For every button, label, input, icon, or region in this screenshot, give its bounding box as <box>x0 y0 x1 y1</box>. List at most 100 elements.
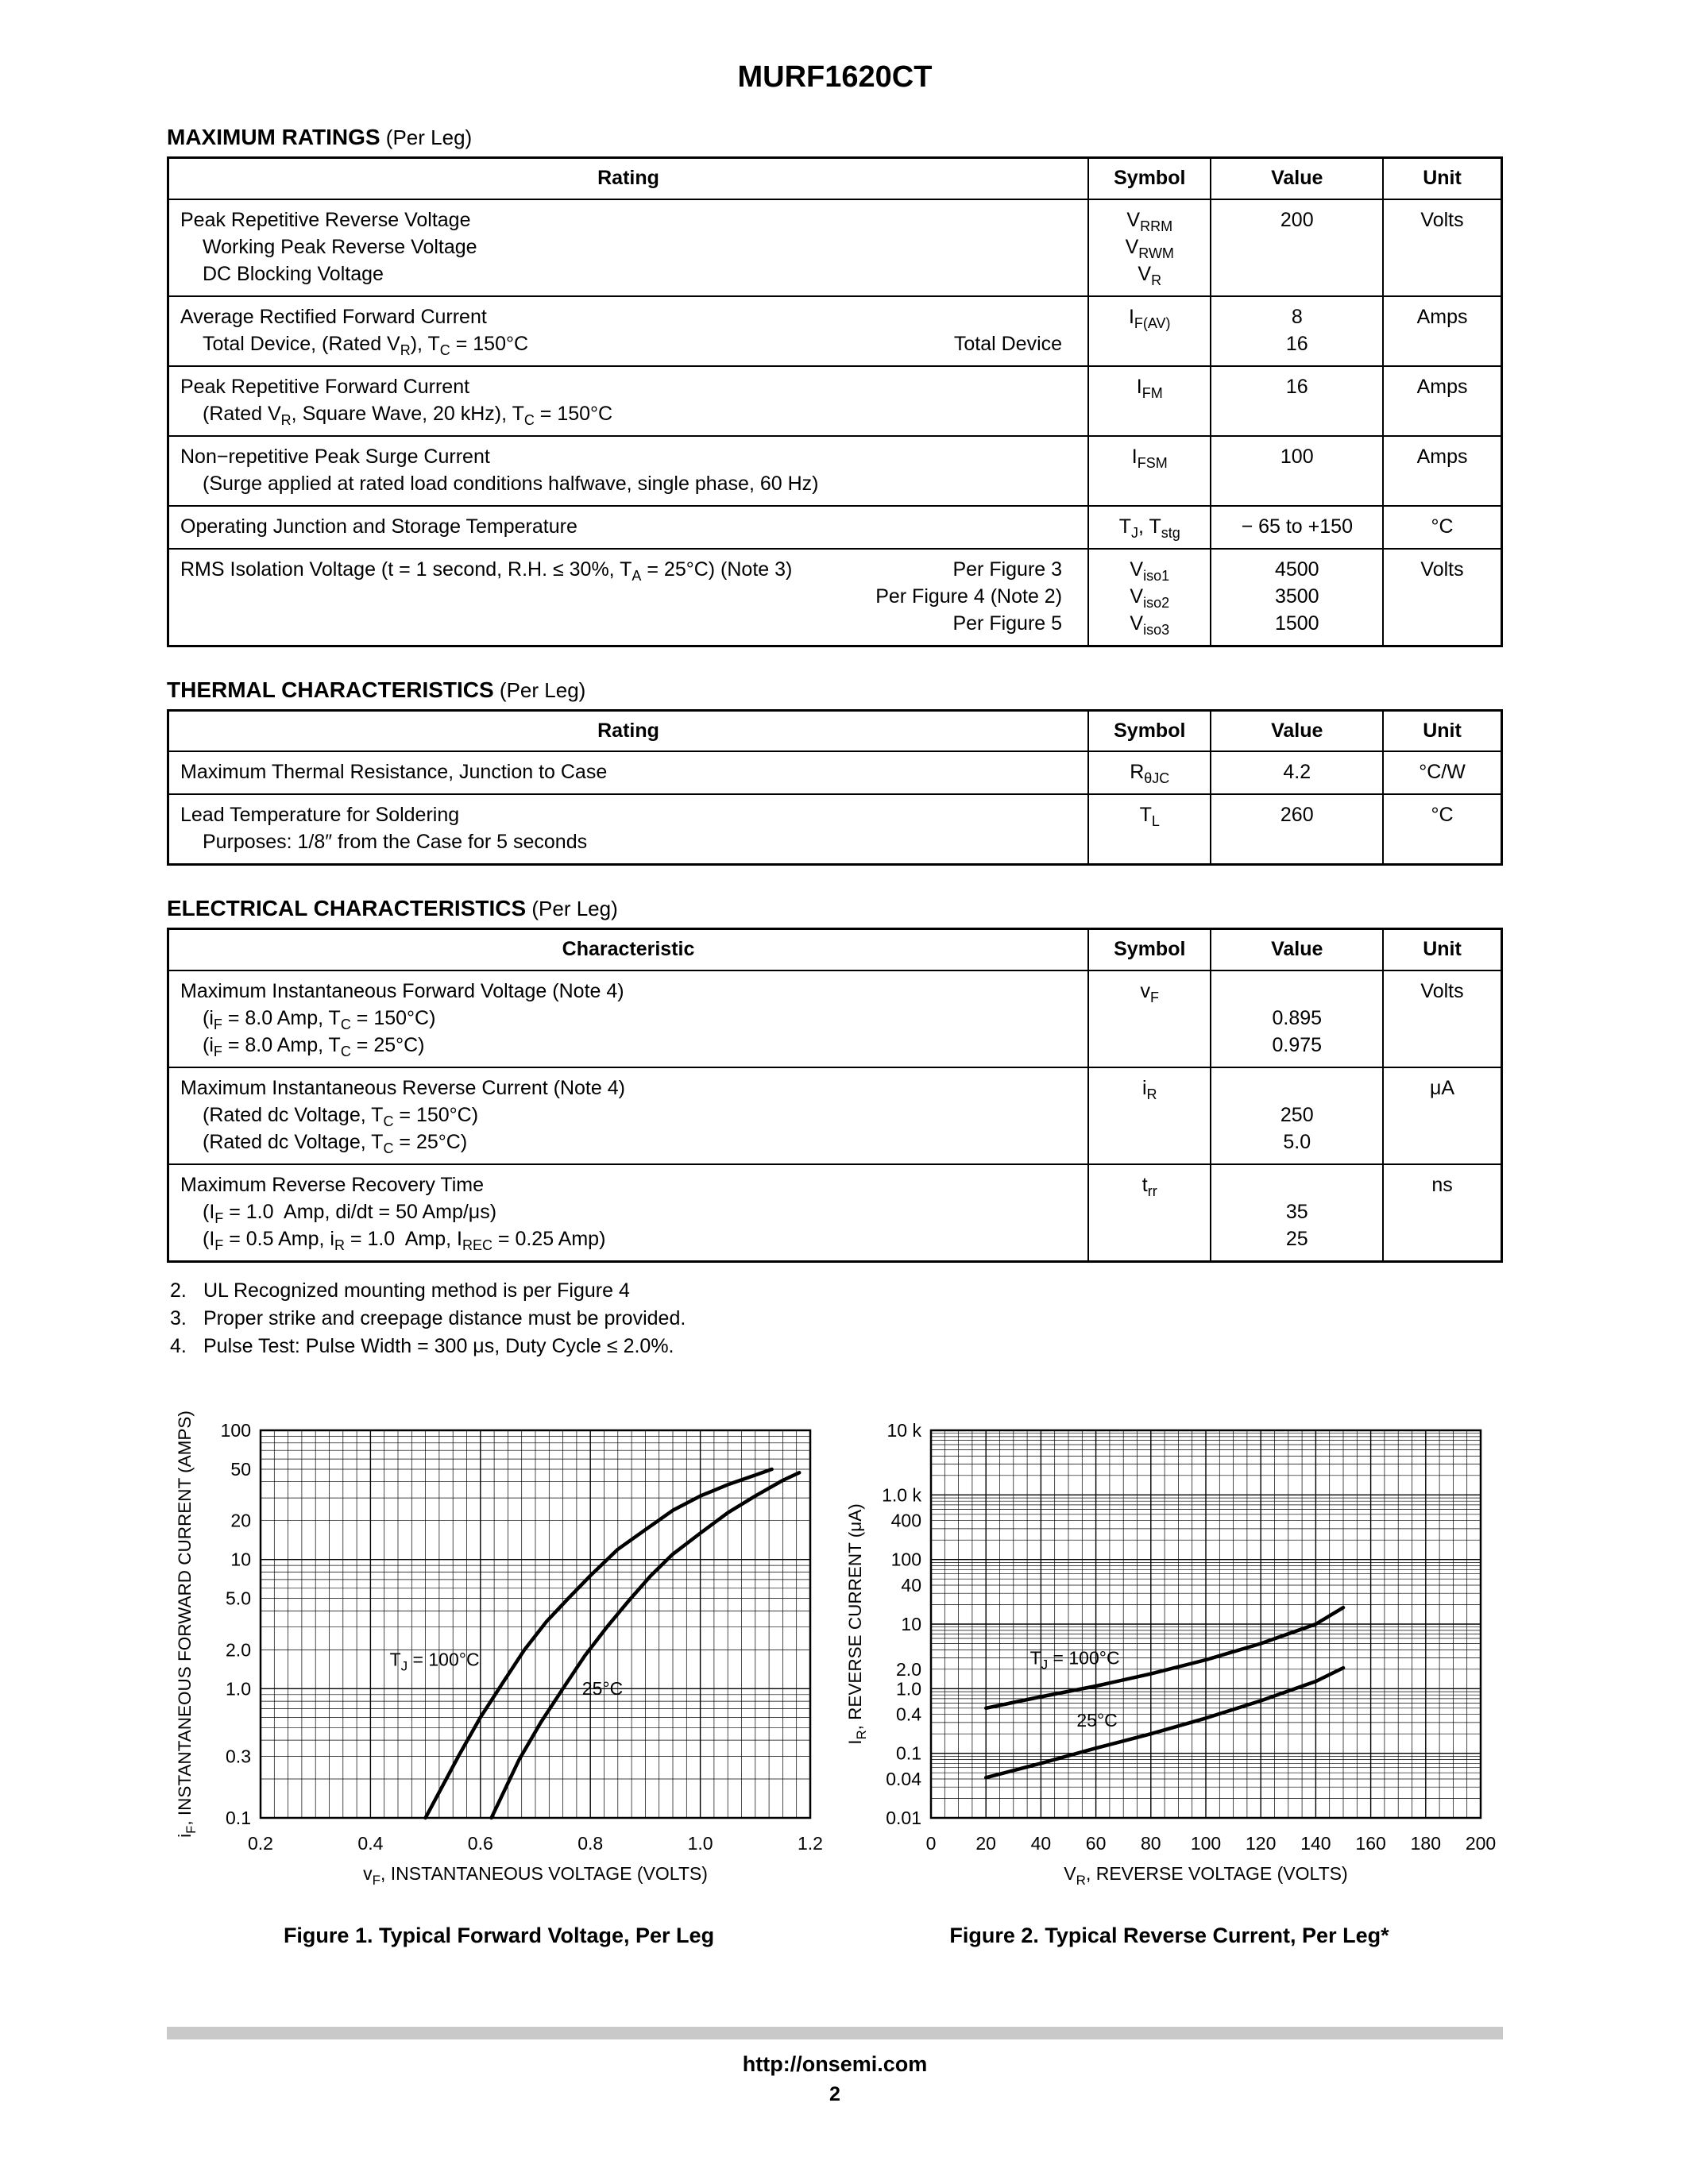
thermal-heading: THERMAL CHARACTERISTICS (Per Leg) <box>167 677 1503 703</box>
cell-rating: Operating Junction and Storage Temperatu… <box>167 504 1090 550</box>
y-tick-label: 10 k <box>887 1420 922 1441</box>
figure-1: 0.2 0.4 0.6 0.8 1.0 1.2 100 50 20 10 5.0 2.0 1.0 0.3 0… <box>167 1410 831 1948</box>
page-content: MURF1620CT MAXIMUM RATINGS (Per Leg) Rat… <box>167 0 1503 1948</box>
x-axis-title: VR, REVERSE VOLTAGE (VOLTS) <box>1064 1863 1347 1888</box>
note-item: 4. Pulse Test: Pulse Width = 300 μs, Duty… <box>167 1333 1503 1360</box>
y-tick-label: 0.01 <box>886 1808 921 1828</box>
note-text: Pulse Test: Pulse Width = 300 μs, Duty C… <box>203 1334 674 1357</box>
x-tick-label: 160 <box>1355 1833 1385 1854</box>
x-tick-label: 40 <box>1031 1833 1052 1854</box>
section-maximum-ratings: MAXIMUM RATINGS (Per Leg) Rating Symbol Va… <box>167 125 1503 647</box>
x-tick-label: 120 <box>1246 1833 1276 1854</box>
maximum-ratings-table: Rating Symbol Value Unit Peak Repetitive Rev… <box>167 156 1503 647</box>
table-row: Peak Repetitive Reverse Voltage Working P… <box>167 198 1503 297</box>
column-header-unit: Unit <box>1382 928 1503 971</box>
y-tick-label: 100 <box>221 1420 251 1441</box>
cell-symbol: iR <box>1087 1066 1212 1165</box>
footer-divider <box>167 2027 1503 2039</box>
x-tick-label: 0.8 <box>577 1833 603 1854</box>
column-header-value: Value <box>1210 156 1385 200</box>
section-title: ELECTRICAL CHARACTERISTICS <box>167 896 527 920</box>
series-curve <box>489 1470 802 1819</box>
cell-rating: Maximum Instantaneous Forward Voltage (N… <box>167 969 1090 1068</box>
y-tick-label: 0.04 <box>886 1769 921 1789</box>
column-header-symbol: Symbol <box>1087 709 1212 752</box>
section-thermal-characteristics: THERMAL CHARACTERISTICS (Per Leg) Rating… <box>167 677 1503 866</box>
y-tick-label: 1.0 <box>896 1678 921 1699</box>
cell-value: 100 <box>1210 434 1385 507</box>
section-title: MAXIMUM RATINGS <box>167 125 380 149</box>
x-tick-label: 0.2 <box>248 1833 273 1854</box>
cell-symbol: IF(AV) <box>1087 295 1212 367</box>
cell-unit: ns <box>1382 1163 1503 1262</box>
x-tick-label: 200 <box>1466 1833 1496 1854</box>
cell-symbol: IFM <box>1087 365 1212 437</box>
table-row: Average Rectified Forward Current Total D… <box>167 295 1503 367</box>
column-header-symbol: Symbol <box>1087 156 1212 200</box>
table-row: Maximum Instantaneous Forward Voltage (N… <box>167 969 1503 1068</box>
figure-2-chart: 0 20 40 60 80 100 120 140 160 180 200 10 k 1.0 k 400 1… <box>845 1420 1496 1888</box>
cell-symbol: IFSM <box>1087 434 1212 507</box>
y-axis-title: IR, REVERSE CURRENT (μA) <box>845 1503 869 1744</box>
cell-rating: Non−repetitive Peak Surge Current (Surge … <box>167 434 1090 507</box>
y-tick-label: 20 <box>230 1510 251 1530</box>
figure-2-caption: Figure 2. Typical Reverse Current, Per L… <box>949 1923 1389 1947</box>
table-row: Maximum Reverse Recovery Time (IF = 1.0 A… <box>167 1163 1503 1262</box>
y-tick-label: 2.0 <box>226 1639 251 1660</box>
figures-row: 0.2 0.4 0.6 0.8 1.0 1.2 100 50 20 10 5.0 2.0 1.0 0.3 0… <box>167 1410 1503 1948</box>
table-row: Lead Temperature for Soldering Purposes: … <box>167 793 1503 866</box>
section-title-suffix: (Per Leg) <box>493 677 586 702</box>
note-number: 4. <box>170 1334 187 1357</box>
cell-unit: μA <box>1382 1066 1503 1165</box>
y-tick-label: 5.0 <box>226 1588 251 1608</box>
cell-rating: Maximum Instantaneous Reverse Current (N… <box>167 1066 1090 1165</box>
footer-link[interactable]: http://onsemi.com <box>742 2052 928 2076</box>
cell-unit: °C/W <box>1382 751 1503 795</box>
cell-symbol: RθJC <box>1087 751 1212 795</box>
column-header-symbol: Symbol <box>1087 928 1212 971</box>
x-tick-label: 1.0 <box>688 1833 713 1854</box>
cell-symbol: TJ, Tstg <box>1087 504 1212 550</box>
column-header-unit: Unit <box>1382 709 1503 752</box>
y-axis-title: iF, INSTANTANEOUS FORWARD CURRENT (AMPS) <box>175 1410 199 1838</box>
cell-unit: Amps <box>1382 365 1503 437</box>
x-tick-label: 0.6 <box>468 1833 493 1854</box>
cell-unit: Volts <box>1382 198 1503 297</box>
cell-unit: Amps <box>1382 295 1503 367</box>
plot-border <box>929 1429 1482 1819</box>
series-curve <box>983 1665 1346 1780</box>
x-tick-label: 140 <box>1300 1833 1331 1854</box>
cell-value: 16 <box>1210 365 1385 437</box>
series-curve <box>423 1467 774 1819</box>
note-text: Proper strike and creepage distance must… <box>203 1306 686 1329</box>
cell-symbol: Viso1 Viso2 Viso3 <box>1087 547 1212 646</box>
cell-unit: Amps <box>1382 434 1503 507</box>
x-axis-title: vF, INSTANTANEOUS VOLTAGE (VOLTS) <box>363 1863 708 1888</box>
cell-unit: °C <box>1382 504 1503 550</box>
y-tick-label: 40 <box>901 1575 921 1596</box>
table-row: Peak Repetitive Forward Current (Rated VR… <box>167 365 1503 437</box>
y-tick-label: 400 <box>891 1510 921 1530</box>
column-header-rating: Rating <box>167 156 1090 200</box>
table-row: Maximum Thermal Resistance, Junction to … <box>167 751 1503 795</box>
cell-rating: Peak Repetitive Reverse Voltage Working P… <box>167 198 1090 297</box>
table-row: Operating Junction and Storage Temperatu… <box>167 504 1503 550</box>
cell-value: − 65 to +150 <box>1210 504 1385 550</box>
cell-unit: Volts <box>1382 969 1503 1068</box>
cell-value: 200 <box>1210 198 1385 297</box>
cell-symbol: TL <box>1087 793 1212 866</box>
cell-value: 35 25 <box>1210 1163 1385 1262</box>
section-title-suffix: (Per Leg) <box>526 897 618 920</box>
series-label: TJ = 100°C <box>1030 1647 1120 1672</box>
y-tick-label: 10 <box>901 1614 921 1634</box>
y-tick-label: 50 <box>230 1459 251 1480</box>
page-number: 2 <box>829 2083 840 2105</box>
cell-value: 4.2 <box>1210 751 1385 795</box>
electrical-heading: ELECTRICAL CHARACTERISTICS (Per Leg) <box>167 896 1503 921</box>
series-label: 25°C <box>582 1677 623 1698</box>
table-header-row: Characteristic Symbol Value Unit <box>167 928 1503 971</box>
note-item: 2. UL Recognized mounting method is per F… <box>167 1277 1503 1305</box>
x-tick-label: 1.2 <box>798 1833 823 1854</box>
cell-rating: RMS Isolation Voltage (t = 1 second, R.H… <box>167 547 1090 646</box>
